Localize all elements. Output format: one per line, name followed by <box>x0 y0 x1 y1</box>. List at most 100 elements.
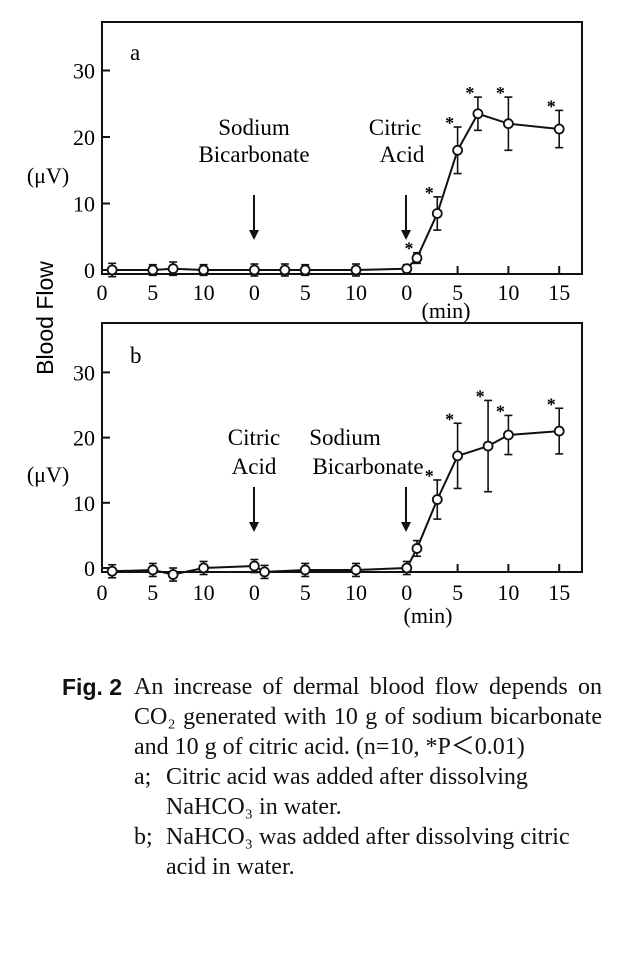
data-point <box>248 560 260 572</box>
caption-text: An increase of dermal blood flow depends… <box>134 674 602 760</box>
significance-asterisk: * <box>425 183 434 203</box>
x-tick-label: 10 <box>345 580 367 605</box>
panel-label: b <box>130 343 142 368</box>
plot-frame <box>101 322 583 573</box>
y-tick-label: 0 <box>84 556 95 581</box>
significance-asterisk: * <box>496 83 505 103</box>
panel-b: 0 10 20 30 0 5 10 0 5 10 0 5 10 15 (min) b (μV) Citric Aci… <box>27 322 583 628</box>
annotation-text: Acid <box>232 454 277 479</box>
data-point <box>502 118 514 130</box>
annotation-text: Citric <box>369 115 421 140</box>
data-point <box>553 425 565 437</box>
data-point <box>411 252 423 264</box>
y-tick-label: 20 <box>73 125 95 150</box>
data-point <box>452 450 464 462</box>
y-tick-label: 10 <box>73 192 95 217</box>
y-tick-label: 30 <box>73 360 95 385</box>
data-point <box>106 264 118 276</box>
data-point <box>401 263 413 275</box>
figure-caption: Fig. 2 An increase of dermal blood flow … <box>62 672 602 882</box>
x-tick-label: 10 <box>497 580 519 605</box>
x-axis-label: (min) <box>404 603 453 628</box>
significance-asterisk: * <box>476 386 485 406</box>
significance-asterisk: * <box>425 466 434 486</box>
x-tick-label: 5 <box>300 280 311 305</box>
x-tick-label: 0 <box>249 580 260 605</box>
series-line <box>112 430 560 576</box>
event-arrow-head <box>249 522 259 532</box>
data-point <box>167 569 179 580</box>
x-tick-label: 0 <box>249 280 260 305</box>
caption-item-b-key: b; <box>134 824 153 850</box>
data-point <box>401 562 413 574</box>
data-point <box>147 264 159 276</box>
x-tick-label: 5 <box>452 580 463 605</box>
data-point <box>452 144 464 156</box>
event-arrow-head <box>401 230 411 240</box>
x-tick-label: 10 <box>193 280 215 305</box>
figure-label: Fig. 2 <box>62 674 123 700</box>
data-point <box>198 264 210 276</box>
y-tick-label: 0 <box>84 258 95 283</box>
data-point <box>248 264 260 276</box>
significance-asterisk: * <box>445 113 454 133</box>
data-point <box>502 429 514 441</box>
data-point <box>147 564 159 576</box>
significance-asterisk: * <box>445 409 454 429</box>
plot-frame <box>101 21 583 275</box>
annotation-text: Citric <box>228 425 280 450</box>
significance-asterisk: * <box>547 96 556 116</box>
caption-item-a-text: Citric acid was added after dissolving N… <box>166 764 528 820</box>
significance-asterisk: * <box>547 394 556 414</box>
x-tick-label: 5 <box>147 580 158 605</box>
data-point <box>482 440 494 452</box>
data-point <box>411 543 423 554</box>
x-tick-label: 5 <box>300 580 311 605</box>
annotation-text: Sodium <box>309 425 381 450</box>
data-point <box>167 263 179 275</box>
x-tick-label: 5 <box>452 280 463 305</box>
data-point <box>299 264 311 276</box>
x-tick-label: 0 <box>97 580 108 605</box>
data-point <box>350 564 362 576</box>
y-tick-label: 20 <box>73 426 95 451</box>
unit-label: (μV) <box>27 462 69 487</box>
data-point <box>431 208 443 219</box>
caption-item-a-key: a; <box>134 764 152 790</box>
data-point <box>259 566 270 578</box>
figure-panels: 0 10 20 30 0 5 10 0 5 10 0 5 10 15 (min) a (μV) Sodium Bic… <box>27 21 583 628</box>
x-tick-label: 0 <box>401 580 412 605</box>
y-tick-label: 10 <box>73 491 95 516</box>
data-point <box>472 108 484 120</box>
y-axis-label: Blood Flow <box>32 261 58 375</box>
data-point <box>198 562 210 574</box>
significance-asterisk: * <box>404 239 413 259</box>
significance-asterisk: * <box>496 401 505 421</box>
significance-asterisk: * <box>465 83 474 103</box>
x-tick-label: 0 <box>97 280 108 305</box>
series-line <box>112 112 560 271</box>
x-axis-label: (min) <box>422 298 471 323</box>
data-point <box>350 264 362 276</box>
caption-item-b-text: NaHCO₃ was added after dissolving citric… <box>166 824 570 880</box>
x-tick-label: 10 <box>345 280 367 305</box>
data-point <box>106 565 118 577</box>
data-point <box>279 264 291 276</box>
annotation-text: Bicarbonate <box>312 454 423 479</box>
x-tick-label: 15 <box>548 580 570 605</box>
x-tick-label: 10 <box>193 580 215 605</box>
annotation-text: Acid <box>380 142 425 167</box>
x-tick-label: 15 <box>548 280 570 305</box>
annotation-text: Bicarbonate <box>198 142 309 167</box>
x-tick-label: 0 <box>401 280 412 305</box>
unit-label: (μV) <box>27 163 69 188</box>
x-tick-label: 5 <box>147 280 158 305</box>
panel-label: a <box>130 40 140 65</box>
data-point <box>299 564 311 576</box>
panel-a: 0 10 20 30 0 5 10 0 5 10 0 5 10 15 (min) a (μV) SodiumBic… <box>27 21 583 323</box>
y-tick-label: 30 <box>73 59 95 84</box>
event-arrow-head <box>401 522 411 532</box>
data-point <box>553 123 565 135</box>
event-arrow-head <box>249 230 259 240</box>
x-tick-label: 10 <box>497 280 519 305</box>
